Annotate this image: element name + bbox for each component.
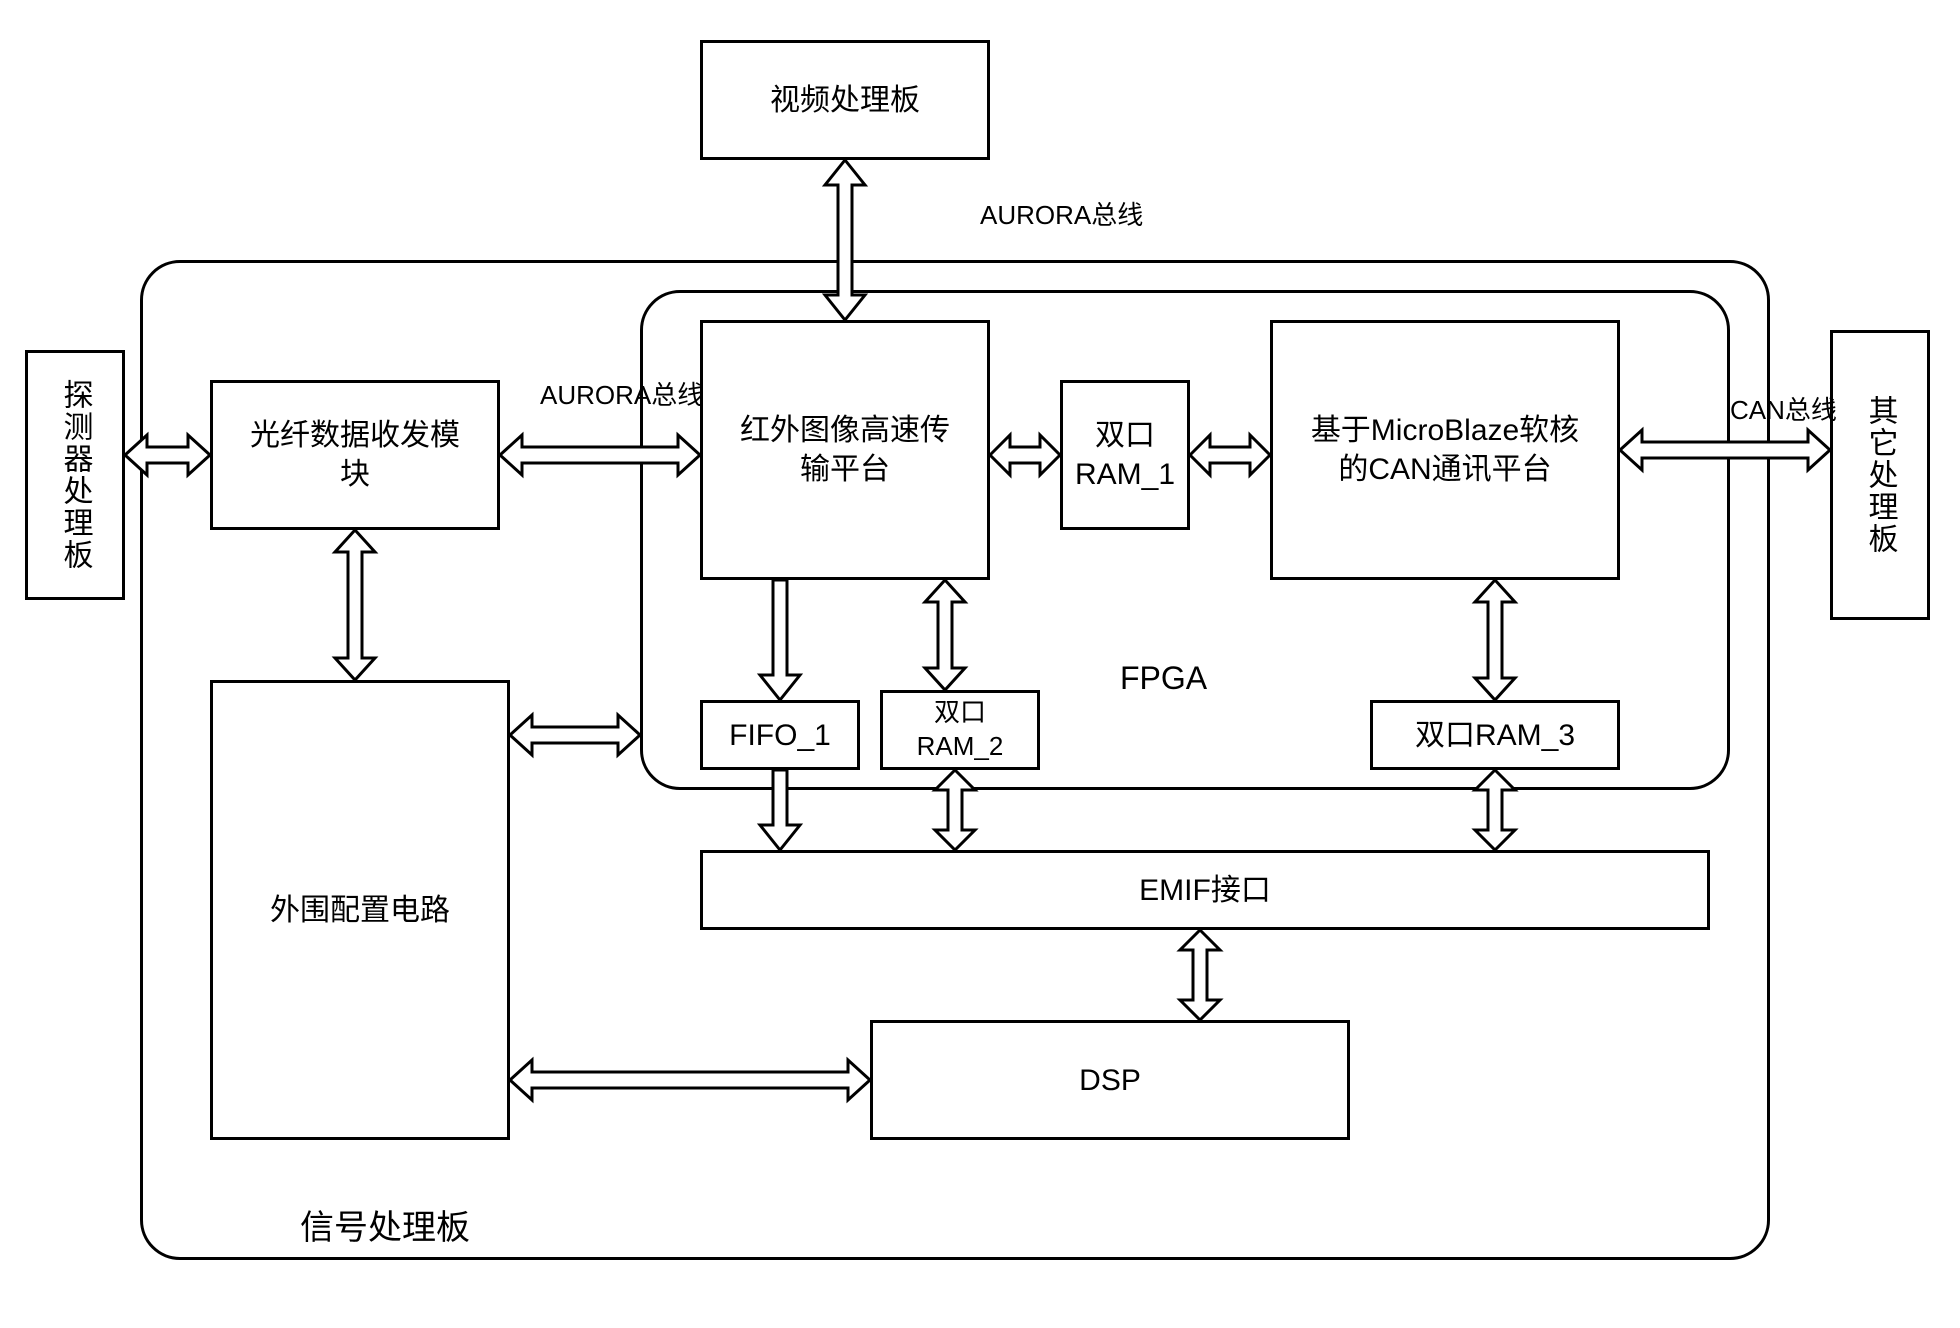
peripheral-label: 外围配置电路: [270, 891, 450, 930]
edge-label-can-bus: CAN总线: [1730, 390, 1837, 427]
arrow-ir-fifo1: [755, 580, 805, 700]
emif-label: EMIF接口: [1139, 871, 1271, 910]
arrow-detector-fiber: [125, 430, 210, 480]
arrow-peripheral-dsp: [510, 1055, 870, 1105]
video-board-label: 视频处理板: [770, 81, 920, 120]
node-ram2: 双口RAM_2: [880, 690, 1040, 770]
arrow-ram3-emif: [1470, 770, 1520, 850]
node-dsp: DSP: [870, 1020, 1350, 1140]
arrow-ir-ram2: [920, 580, 970, 690]
ram1-label: 双口RAM_1: [1075, 416, 1175, 494]
fifo1-label: FIFO_1: [729, 716, 831, 755]
other-board-label: 其它处理板: [1861, 395, 1900, 555]
dsp-label: DSP: [1079, 1061, 1141, 1100]
can-platform-label: 基于MicroBlaze软核的CAN通讯平台: [1305, 411, 1585, 489]
node-fiber-module: 光纤数据收发模块: [210, 380, 500, 530]
arrow-ram2-emif: [930, 770, 980, 850]
signal-board-label: 信号处理板: [300, 1200, 470, 1249]
edge-label-aurora1: AURORA总线: [980, 200, 1143, 231]
node-ir-platform: 红外图像高速传输平台: [700, 320, 990, 580]
arrow-can-other: [1620, 425, 1830, 475]
node-video-board: 视频处理板: [700, 40, 990, 160]
detector-board-label: 探测器处理板: [56, 379, 95, 571]
node-ram3: 双口RAM_3: [1370, 700, 1620, 770]
node-ram1: 双口RAM_1: [1060, 380, 1190, 530]
node-fifo1: FIFO_1: [700, 700, 860, 770]
arrow-fifo1-emif: [755, 770, 805, 850]
ram3-label: 双口RAM_3: [1415, 716, 1575, 755]
node-detector-board: 探测器处理板: [25, 350, 125, 600]
node-other-board: 其它处理板: [1830, 330, 1930, 620]
ram2-label: 双口RAM_2: [900, 696, 1020, 764]
node-emif: EMIF接口: [700, 850, 1710, 930]
arrow-peripheral-fpga: [510, 710, 640, 760]
arrow-ram1-can: [1190, 430, 1270, 480]
arrow-can-ram3: [1470, 580, 1520, 700]
arrow-video-ir: [820, 160, 870, 320]
edge-label-aurora2: AURORA总线: [540, 380, 703, 411]
node-can-platform: 基于MicroBlaze软核的CAN通讯平台: [1270, 320, 1620, 580]
node-peripheral: 外围配置电路: [210, 680, 510, 1140]
arrow-fiber-peripheral: [330, 530, 380, 680]
arrow-fiber-ir: [500, 430, 700, 480]
arrow-emif-dsp: [1175, 930, 1225, 1020]
arrow-ir-ram1: [990, 430, 1060, 480]
ir-platform-label: 红外图像高速传输平台: [735, 411, 955, 489]
fiber-module-label: 光纤数据收发模块: [245, 416, 465, 494]
fpga-label: FPGA: [1120, 660, 1207, 697]
